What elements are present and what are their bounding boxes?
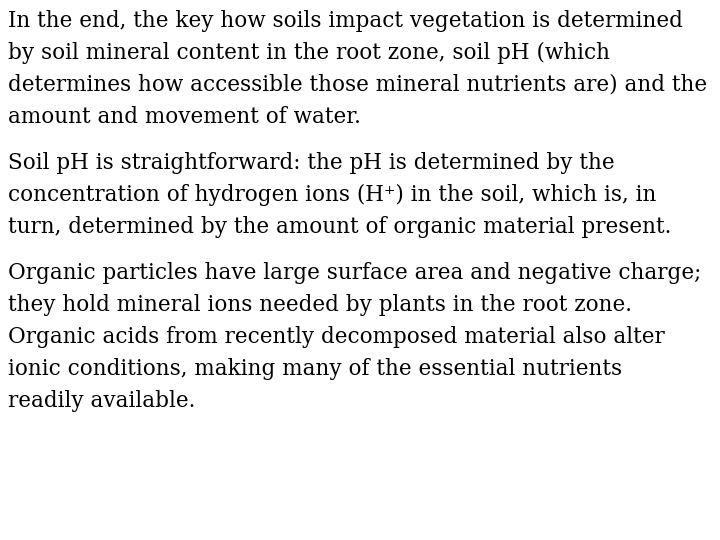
Text: they hold mineral ions needed by plants in the root zone.: they hold mineral ions needed by plants … (8, 294, 632, 316)
Text: amount and movement of water.: amount and movement of water. (8, 106, 361, 128)
Text: ionic conditions, making many of the essential nutrients: ionic conditions, making many of the ess… (8, 358, 622, 380)
Text: by soil mineral content in the root zone, soil pH (which: by soil mineral content in the root zone… (8, 42, 610, 64)
Text: readily available.: readily available. (8, 390, 195, 412)
Text: Soil pH is straightforward: the pH is determined by the: Soil pH is straightforward: the pH is de… (8, 152, 615, 174)
Text: Organic acids from recently decomposed material also alter: Organic acids from recently decomposed m… (8, 326, 665, 348)
Text: concentration of hydrogen ions (H⁺) in the soil, which is, in: concentration of hydrogen ions (H⁺) in t… (8, 184, 657, 206)
Text: In the end, the key how soils impact vegetation is determined: In the end, the key how soils impact veg… (8, 10, 683, 32)
Text: determines how accessible those mineral nutrients are) and the: determines how accessible those mineral … (8, 74, 707, 96)
Text: turn, determined by the amount of organic material present.: turn, determined by the amount of organi… (8, 216, 671, 238)
Text: Organic particles have large surface area and negative charge;: Organic particles have large surface are… (8, 262, 701, 284)
